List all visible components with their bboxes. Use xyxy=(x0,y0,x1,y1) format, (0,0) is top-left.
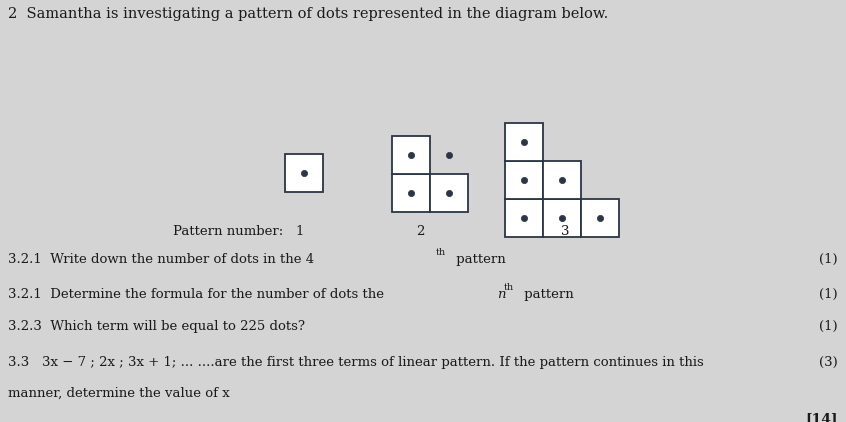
Text: (3): (3) xyxy=(819,356,838,369)
Text: pattern: pattern xyxy=(452,253,506,266)
Text: (1): (1) xyxy=(820,320,838,333)
Text: th: th xyxy=(504,283,514,292)
Text: 2  Samantha is investigating a pattern of dots represented in the diagram below.: 2 Samantha is investigating a pattern of… xyxy=(8,7,608,21)
Bar xyxy=(543,199,581,237)
Text: pattern: pattern xyxy=(520,288,574,301)
Text: n: n xyxy=(497,288,506,301)
Bar xyxy=(505,123,543,161)
Bar xyxy=(430,174,468,212)
Text: 3.2.3  Which term will be equal to 225 dots?: 3.2.3 Which term will be equal to 225 do… xyxy=(8,320,305,333)
Text: 3.3   3x − 7 ; 2x ; 3x + 1; ... ....are the first three terms of linear pattern.: 3.3 3x − 7 ; 2x ; 3x + 1; ... ....are th… xyxy=(8,356,704,369)
Text: 3.2.1  Write down the number of dots in the 4: 3.2.1 Write down the number of dots in t… xyxy=(8,253,314,266)
Text: manner, determine the value of x: manner, determine the value of x xyxy=(8,387,230,400)
Bar xyxy=(581,199,619,237)
Bar xyxy=(505,161,543,199)
Bar xyxy=(543,161,581,199)
Text: 3.2.1  Determine the formula for the number of dots the: 3.2.1 Determine the formula for the numb… xyxy=(8,288,388,301)
Text: (1): (1) xyxy=(820,288,838,301)
Text: 2: 2 xyxy=(416,225,424,238)
Text: Pattern number:: Pattern number: xyxy=(173,225,283,238)
Bar xyxy=(392,174,430,212)
Bar xyxy=(285,154,323,192)
Bar xyxy=(505,199,543,237)
Text: (1): (1) xyxy=(820,253,838,266)
Bar xyxy=(392,136,430,174)
Text: [14]: [14] xyxy=(805,412,838,422)
Text: th: th xyxy=(436,248,446,257)
Text: 3: 3 xyxy=(561,225,569,238)
Text: 1: 1 xyxy=(296,225,305,238)
